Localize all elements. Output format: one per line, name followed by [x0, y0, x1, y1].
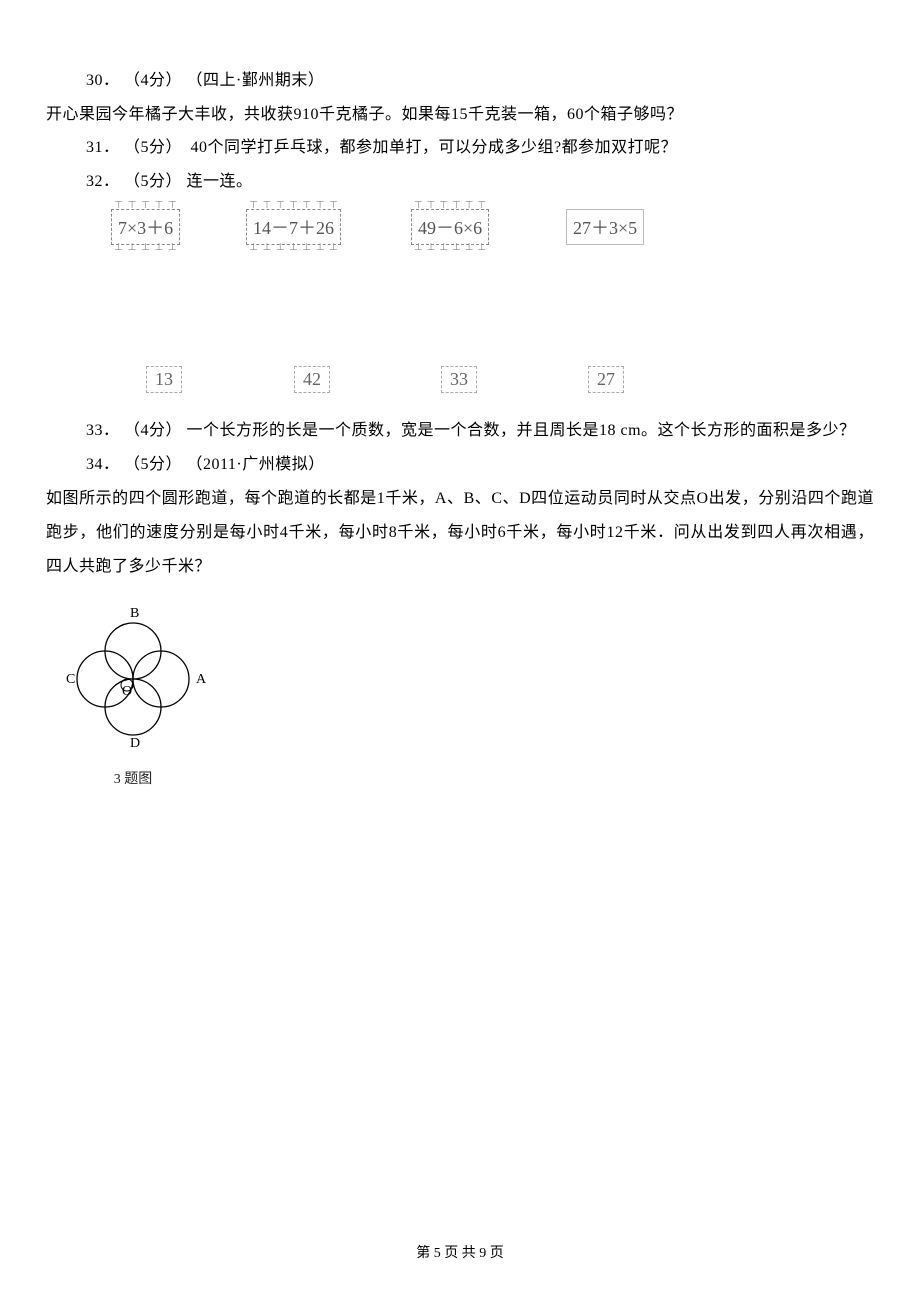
- q34-figure: A B C D O 3 题图: [58, 599, 874, 788]
- q32-header: 32． （5分） 连一连。: [46, 165, 874, 199]
- expression-box: 14－7＋26⊤⊤⊤⊤⊤⊤⊤⊥⊥⊥⊥⊥⊥⊥: [246, 209, 341, 245]
- q34-body: 如图所示的四个圆形跑道，每个跑道的长都是1千米，A、B、C、D四位运动员同时从交…: [46, 482, 874, 585]
- expression-box: 27＋3×5: [566, 209, 644, 245]
- q32-matching-area: 7×3＋6⊤⊤⊤⊤⊤⊥⊥⊥⊥⊥ 14－7＋26⊤⊤⊤⊤⊤⊤⊤⊥⊥⊥⊥⊥⊥⊥ 49－6…: [46, 204, 874, 414]
- q30-body: 开心果园今年橘子大丰收，共收获910千克橘子。如果每15千克装一箱，60个箱子够…: [46, 98, 874, 132]
- q33-text: 33． （4分） 一个长方形的长是一个质数，宽是一个合数，并且周长是18 cm。…: [46, 414, 874, 448]
- number-box: 27: [588, 366, 624, 393]
- svg-text:O: O: [122, 684, 132, 699]
- number-box: 42: [294, 366, 330, 393]
- four-circles-diagram: A B C D O: [58, 599, 208, 759]
- svg-text:A: A: [196, 672, 207, 687]
- q31-text: 31． （5分） 40个同学打乒乓球，都参加单打，可以分成多少组?都参加双打呢？: [46, 131, 874, 165]
- number-box: 33: [441, 366, 477, 393]
- svg-text:D: D: [130, 736, 140, 751]
- q30-header: 30． （4分） （四上·鄞州期末）: [46, 64, 874, 98]
- q34-header: 34． （5分） （2011·广州模拟）: [46, 448, 874, 482]
- expression-box: 7×3＋6⊤⊤⊤⊤⊤⊥⊥⊥⊥⊥: [111, 209, 180, 245]
- number-box: 13: [146, 366, 182, 393]
- q34-figure-caption: 3 题图: [58, 768, 208, 788]
- svg-text:B: B: [130, 606, 139, 621]
- page-footer: 第 5 页 共 9 页: [0, 1242, 920, 1262]
- expression-box: 49－6×6⊤⊤⊤⊤⊤⊤⊥⊥⊥⊥⊥⊥: [411, 209, 489, 245]
- svg-text:C: C: [66, 672, 75, 687]
